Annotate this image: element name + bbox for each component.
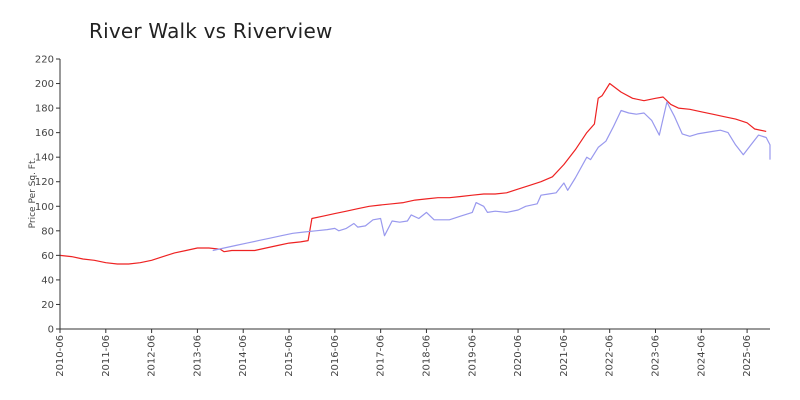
y-tick-label: 40 <box>41 275 54 286</box>
x-tick-label: 2012-06 <box>147 335 158 377</box>
x-tick-label: 2022-06 <box>605 335 616 377</box>
y-axis: 0 20 40 60 80 100 120 140 160 180 200 220 <box>35 55 61 336</box>
x-tick-label: 2019-06 <box>467 335 478 377</box>
series-line-2 <box>212 101 771 252</box>
y-tick-label: 100 <box>35 202 54 213</box>
x-tick-label: 2010-06 <box>55 335 66 377</box>
x-tick-label: 2025-06 <box>742 335 753 377</box>
y-axis-title: Price Per Sq. Ft. <box>28 158 38 229</box>
series-line-1 <box>59 82 767 265</box>
y-tick-label: 220 <box>35 55 54 66</box>
y-tick-label: 160 <box>35 128 54 139</box>
x-tick-label: 2014-06 <box>238 335 249 377</box>
x-tick-label: 2015-06 <box>284 335 295 377</box>
y-tick-label: 80 <box>41 226 54 237</box>
y-tick-label: 60 <box>41 251 54 262</box>
y-tick-label: 200 <box>35 79 54 90</box>
x-tick-label: 2024-06 <box>696 335 707 377</box>
series-layer <box>59 82 771 265</box>
x-tick-label: 2016-06 <box>330 335 341 377</box>
y-tick-label: 140 <box>35 153 54 164</box>
x-tick-label: 2011-06 <box>101 335 112 377</box>
x-axis: 2010-06 2011-06 2012-06 2013-06 2014-06 2015-… <box>55 328 770 377</box>
chart-title: River Walk vs Riverview <box>89 19 333 43</box>
x-tick-label: 2018-06 <box>421 335 432 377</box>
x-tick-label: 2020-06 <box>513 335 524 377</box>
y-tick-label: 0 <box>48 325 54 336</box>
y-tick-label: 120 <box>35 177 54 188</box>
x-tick-label: 2021-06 <box>559 335 570 377</box>
x-tick-label: 2023-06 <box>650 335 661 377</box>
y-tick-label: 20 <box>41 300 54 311</box>
x-tick-label: 2017-06 <box>376 335 387 377</box>
y-tick-label: 180 <box>35 104 54 115</box>
x-tick-label: 2013-06 <box>192 335 203 377</box>
